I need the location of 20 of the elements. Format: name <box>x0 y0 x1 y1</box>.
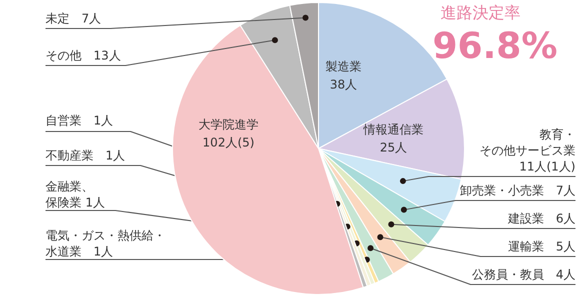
data-label: 25人 <box>380 140 408 155</box>
slice-label: 教育・その他サービス業 <box>480 127 576 158</box>
slice-label: 金融業、保険業 1人 <box>46 179 105 210</box>
slice-label: 大学院進学 <box>198 117 258 132</box>
data-label: 38人 <box>330 78 358 92</box>
slice-label: 卸売業・小売業 7人 <box>460 184 576 198</box>
text: 進路決定率 <box>440 3 520 22</box>
slice-label: 情報通信業 <box>362 122 424 136</box>
slice-label: 運輸業 5人 <box>508 240 576 254</box>
slice-label: 公務員・教員 4人 <box>472 268 576 282</box>
data-label: 11人(1人) <box>519 160 576 174</box>
slice-label: 未定 7人 <box>46 12 102 26</box>
slice-label: 不動産業 1人 <box>46 148 126 162</box>
slice-label: 製造業 <box>326 59 362 74</box>
slice-label: 自営業 1人 <box>46 114 114 128</box>
slice-label: 電気・ガス・熱供給・水道業 1人 <box>46 228 166 259</box>
text: 96.8% <box>432 26 558 67</box>
slice-label: 建設業 6人 <box>506 212 576 226</box>
data-label: 102人(5) <box>202 136 254 150</box>
slice-label: その他 13人 <box>46 48 121 62</box>
